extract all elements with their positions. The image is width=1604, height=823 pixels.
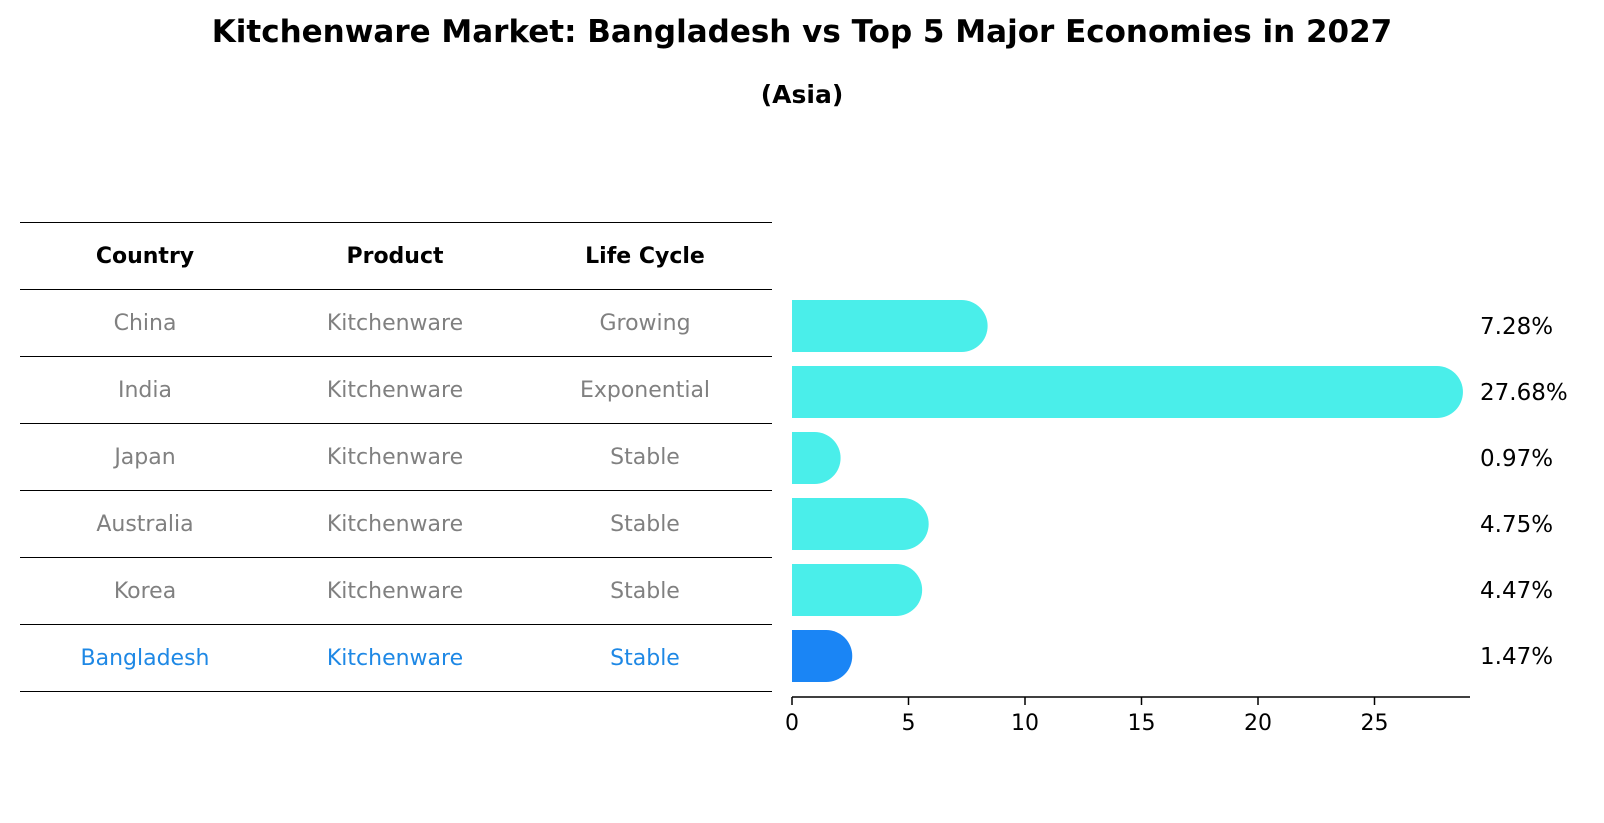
header-life-cycle: Life Cycle <box>585 243 705 269</box>
value-label: 4.47% <box>1480 578 1553 604</box>
chart-title: Kitchenware Market: Bangladesh vs Top 5 … <box>211 14 1393 50</box>
cell-product: Kitchenware <box>326 310 464 336</box>
cell-country: Japan <box>114 444 176 470</box>
cell-life-cycle: Stable <box>610 511 680 537</box>
table-row: China Kitchenware Growing <box>20 290 772 357</box>
bar-india <box>792 366 1463 418</box>
table-row: Australia Kitchenware Stable <box>20 491 772 558</box>
chart-subtitle: (Asia) <box>760 80 844 109</box>
cell-country: Australia <box>96 511 194 537</box>
value-label: 27.68% <box>1480 380 1568 406</box>
cell-life-cycle: Stable <box>610 444 680 470</box>
table-row: Japan Kitchenware Stable <box>20 424 772 491</box>
value-label: 1.47% <box>1480 644 1553 670</box>
table-row-highlight: Bangladesh Kitchenware Stable <box>20 625 772 692</box>
cell-product: Kitchenware <box>326 511 464 537</box>
x-tick-label: 0 <box>785 711 799 736</box>
x-tick-label: 5 <box>902 711 916 736</box>
cell-life-cycle: Exponential <box>579 377 711 403</box>
bar-australia <box>792 498 929 550</box>
value-label: 4.75% <box>1480 512 1553 538</box>
bar-bangladesh <box>792 630 853 682</box>
cell-product: Kitchenware <box>326 377 464 403</box>
x-tick-label: 15 <box>1128 711 1156 736</box>
x-tick-label: 20 <box>1244 711 1272 736</box>
bar-japan <box>792 432 841 484</box>
x-tick-label: 10 <box>1011 711 1039 736</box>
header-country: Country <box>95 243 195 269</box>
cell-life-cycle: Growing <box>599 310 691 336</box>
table-row: India Kitchenware Exponential <box>20 357 772 424</box>
table-row: Korea Kitchenware Stable <box>20 558 772 625</box>
cell-product: Kitchenware <box>326 578 464 604</box>
cell-life-cycle: Stable <box>610 645 680 671</box>
cell-country: Korea <box>113 578 177 604</box>
bar-china <box>792 300 988 352</box>
cell-product: Kitchenware <box>326 645 464 671</box>
table-header-row: Country Product Life Cycle <box>20 222 772 290</box>
cell-country: Bangladesh <box>80 645 210 671</box>
x-tick-label: 25 <box>1361 711 1389 736</box>
value-label: 0.97% <box>1480 446 1553 472</box>
header-product: Product <box>346 243 444 269</box>
value-label: 7.28% <box>1480 314 1553 340</box>
bar-korea <box>792 564 923 616</box>
cell-life-cycle: Stable <box>610 578 680 604</box>
cell-country: China <box>113 310 177 336</box>
cell-country: India <box>118 377 172 403</box>
cell-product: Kitchenware <box>326 444 464 470</box>
data-table: Country Product Life Cycle China Kitchen… <box>20 222 772 692</box>
